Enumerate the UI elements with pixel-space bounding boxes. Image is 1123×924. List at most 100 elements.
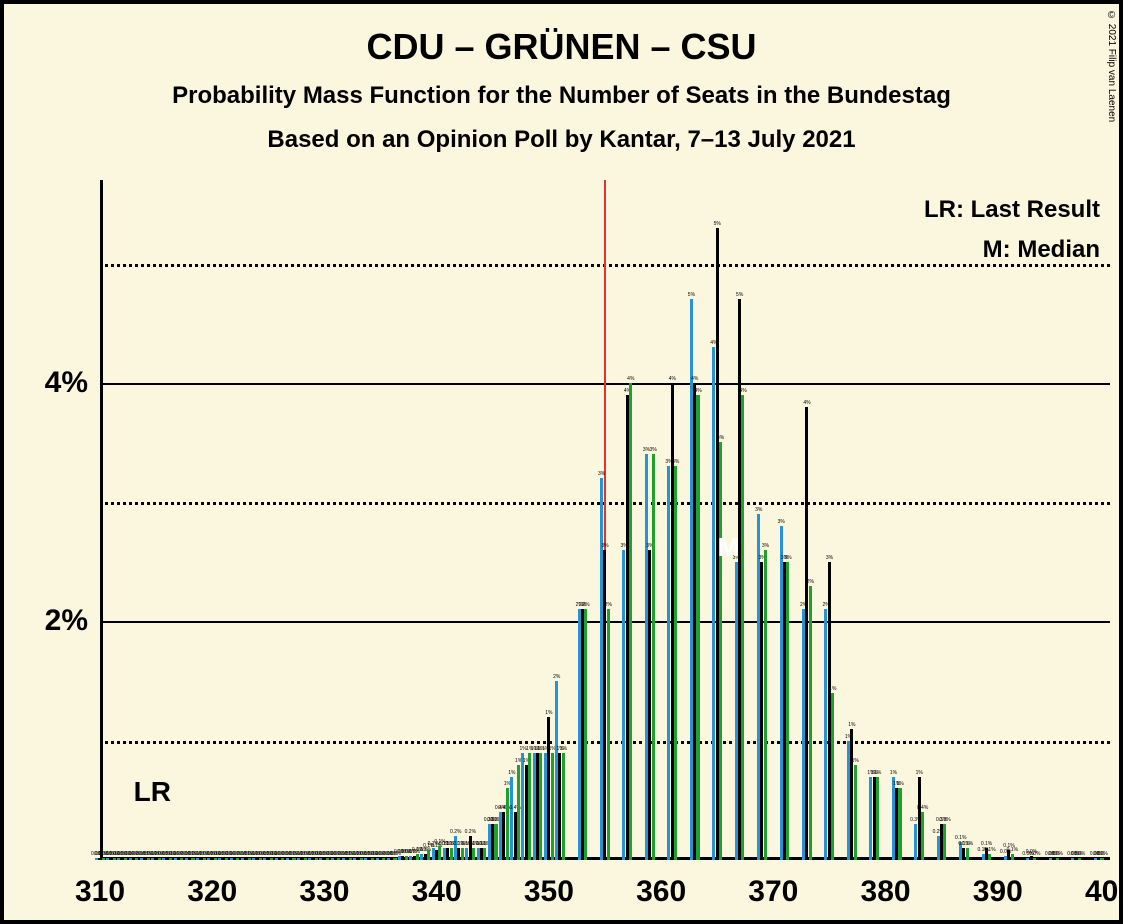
bar-green bbox=[135, 858, 138, 860]
bar-value-label: 1% bbox=[545, 710, 552, 716]
bar-green bbox=[349, 858, 352, 860]
bar-value-label: 4% bbox=[803, 400, 810, 406]
bar-green bbox=[191, 858, 194, 860]
bar-green bbox=[382, 858, 385, 860]
bar-value-label: 1% bbox=[916, 770, 923, 776]
bar-green bbox=[764, 550, 767, 860]
bar-value-label: 1% bbox=[890, 770, 897, 776]
bar-green bbox=[741, 395, 744, 860]
bar-value-label: 3% bbox=[826, 555, 833, 561]
bar-value-label: 0.3% bbox=[939, 817, 950, 823]
bar-value-label: 3% bbox=[650, 447, 657, 453]
bar-green bbox=[652, 454, 655, 860]
bar-green bbox=[292, 858, 295, 860]
bar-green bbox=[461, 848, 464, 860]
x-tick-label: 320 bbox=[187, 875, 237, 909]
bar-green bbox=[214, 858, 217, 860]
bar-green bbox=[562, 753, 565, 860]
bar-green bbox=[124, 858, 127, 860]
bar-green bbox=[517, 765, 520, 860]
bar-value-label: 3% bbox=[762, 543, 769, 549]
bar-value-label: 1% bbox=[874, 770, 881, 776]
bar-value-label: 0.2% bbox=[465, 829, 476, 835]
bar-green bbox=[898, 788, 901, 860]
bar-green bbox=[1078, 858, 1081, 860]
bar-value-label: 0.1% bbox=[962, 841, 973, 847]
bar-value-label: 1% bbox=[560, 746, 567, 752]
bar-value-label: 3% bbox=[755, 507, 762, 513]
bar-green bbox=[203, 858, 206, 860]
bar-value-label: 1% bbox=[508, 770, 515, 776]
median-label: M bbox=[718, 532, 740, 563]
bar-green bbox=[584, 609, 587, 860]
bar-green bbox=[315, 858, 318, 860]
bar-green bbox=[472, 848, 475, 860]
legend-m: M: Median bbox=[983, 236, 1100, 264]
bar-value-label: 4% bbox=[695, 388, 702, 394]
chart-subtitle-2: Based on an Opinion Poll by Kantar, 7–13… bbox=[4, 126, 1119, 154]
bar-value-label: 3% bbox=[598, 471, 605, 477]
bar-green bbox=[854, 765, 857, 860]
x-tick-label: 330 bbox=[299, 875, 349, 909]
last-result-label: LR bbox=[134, 776, 171, 808]
bar-green bbox=[607, 609, 610, 860]
bar-value-label: 0.1% bbox=[1007, 847, 1018, 853]
bar-green bbox=[629, 383, 632, 860]
bar-green bbox=[113, 858, 116, 860]
bar-green bbox=[1011, 854, 1014, 860]
bar-green bbox=[360, 858, 363, 860]
bar-green bbox=[270, 858, 273, 860]
bar-value-label: 0.0% bbox=[1096, 851, 1107, 857]
bar-green bbox=[831, 693, 834, 860]
bar-green bbox=[1100, 858, 1103, 860]
bar-value-label: 3% bbox=[784, 555, 791, 561]
bar-green bbox=[483, 848, 486, 860]
bar-value-label: 1% bbox=[829, 686, 836, 692]
x-tick-label: 370 bbox=[748, 875, 798, 909]
bar-green bbox=[438, 846, 441, 860]
bar-value-label: 5% bbox=[714, 221, 721, 227]
bar-green bbox=[304, 858, 307, 860]
x-tick-label: 340 bbox=[412, 875, 462, 909]
bar-green bbox=[393, 858, 396, 860]
bar-green bbox=[450, 848, 453, 860]
bar-value-label: 4% bbox=[717, 435, 724, 441]
bar-value-label: 4% bbox=[691, 376, 698, 382]
bar-green bbox=[966, 848, 969, 860]
bar-green bbox=[1033, 858, 1036, 860]
y-tick-label: 2% bbox=[45, 604, 88, 638]
bar-green bbox=[539, 753, 542, 860]
bar-green bbox=[1056, 858, 1059, 860]
bar-green bbox=[405, 856, 408, 860]
legend-lr: LR: Last Result bbox=[924, 196, 1100, 224]
bar-value-label: 5% bbox=[688, 292, 695, 298]
bar-value-label: 0.0% bbox=[1074, 851, 1085, 857]
chart-title: CDU – GRÜNEN – CSU bbox=[4, 26, 1119, 68]
bar-green bbox=[337, 858, 340, 860]
bar-value-label: 3% bbox=[778, 519, 785, 525]
bar-green bbox=[674, 466, 677, 860]
bar-value-label: 3% bbox=[601, 543, 608, 549]
x-tick-label: 360 bbox=[636, 875, 686, 909]
bar-value-label: 3% bbox=[672, 459, 679, 465]
bar-value-label: 0.2% bbox=[450, 829, 461, 835]
copyright-text: © 2021 Filip van Laenen bbox=[1106, 10, 1117, 122]
bar-value-label: 2% bbox=[605, 602, 612, 608]
bar-value-label: 1% bbox=[848, 722, 855, 728]
bar-green bbox=[248, 858, 251, 860]
bar-value-label: 5% bbox=[736, 292, 743, 298]
bar-green bbox=[943, 824, 946, 860]
bar-green bbox=[180, 858, 183, 860]
bar-value-label: 4% bbox=[627, 376, 634, 382]
bar-green bbox=[506, 788, 509, 860]
bar-value-label: 4% bbox=[669, 376, 676, 382]
chart-subtitle-1: Probability Mass Function for the Number… bbox=[4, 82, 1119, 110]
bar-green bbox=[102, 858, 105, 860]
bar-green bbox=[427, 850, 430, 860]
x-tick-label: 350 bbox=[524, 875, 574, 909]
bar-green bbox=[259, 858, 262, 860]
bar-green bbox=[988, 854, 991, 860]
bar-green bbox=[158, 858, 161, 860]
bar-green bbox=[236, 858, 239, 860]
bar-green bbox=[416, 854, 419, 860]
